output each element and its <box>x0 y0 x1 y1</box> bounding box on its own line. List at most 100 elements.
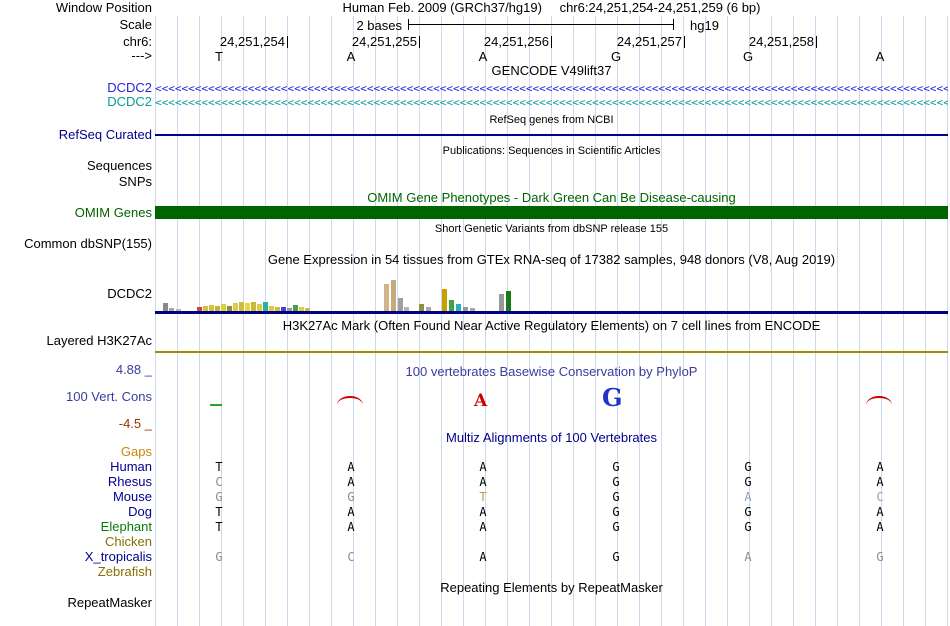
gencode-transcript-2[interactable]: <<<<<<<<<<<<<<<<<<<<<<<<<<<<<<<<<<<<<<<<… <box>155 96 948 109</box>
gtex-bar <box>287 308 292 311</box>
alignment-base: C <box>347 550 355 564</box>
common-dbsnp-label[interactable]: Common dbSNP(155) <box>24 236 152 251</box>
gtex-gene-label[interactable]: DCDC2 <box>107 286 152 301</box>
conservation-track-label[interactable]: 100 Vert. Cons <box>66 389 152 404</box>
phylop-track-title: 100 vertebrates Basewise Conservation by… <box>405 364 698 379</box>
gtex-bar <box>275 307 280 311</box>
gtex-bar <box>449 300 454 311</box>
window-position-header: Human Feb. 2009 (GRCh37/hg19) chr6:24,25… <box>155 1 948 15</box>
repeatmasker-label[interactable]: RepeatMasker <box>67 595 152 610</box>
gencode-track-title: GENCODE V49lift37 <box>491 63 612 78</box>
gtex-track-title: Gene Expression in 54 tissues from GTEx … <box>267 252 836 267</box>
species-label-dog[interactable]: Dog <box>128 504 152 519</box>
strand-arrow-label: ---> <box>131 48 152 63</box>
gencode-gene-label-2[interactable]: DCDC2 <box>107 94 152 109</box>
ruler-base: G <box>742 49 754 64</box>
ruler-base: T <box>215 49 223 64</box>
gtex-bar <box>197 307 202 311</box>
conservation-max-label: 4.88 _ <box>115 362 152 377</box>
species-label-chicken[interactable]: Chicken <box>105 534 152 549</box>
gtex-bar <box>263 302 268 311</box>
alignment-base: A <box>479 475 487 489</box>
gtex-bar <box>245 303 250 311</box>
h3k27ac-track-title: H3K27Ac Mark (Often Found Near Active Re… <box>282 318 821 333</box>
gencode-transcript-1[interactable]: <<<<<<<<<<<<<<<<<<<<<<<<<<<<<<<<<<<<<<<<… <box>155 82 948 95</box>
gtex-bar <box>398 298 403 311</box>
alignment-base: A <box>479 505 487 519</box>
species-label-x_tropicalis[interactable]: X_tropicalis <box>84 549 152 564</box>
alignment-base: C <box>876 490 884 504</box>
coordinate-tick <box>419 36 420 48</box>
gencode-gene-label-1[interactable]: DCDC2 <box>107 80 152 95</box>
gtex-bar <box>239 302 244 311</box>
sequences-label[interactable]: Sequences <box>86 158 152 173</box>
alignment-base: T <box>215 505 223 519</box>
position-label: chr6:24,251,254-24,251,259 (6 bp) <box>559 0 761 15</box>
species-label-gaps[interactable]: Gaps <box>120 444 152 459</box>
multiz-track-title: Multiz Alignments of 100 Vertebrates <box>445 430 657 445</box>
alignment-base: A <box>744 490 752 504</box>
snps-label[interactable]: SNPs <box>118 174 152 189</box>
alignment-base: G <box>612 505 620 519</box>
species-label-elephant[interactable]: Elephant <box>100 519 152 534</box>
species-label-mouse[interactable]: Mouse <box>112 489 152 504</box>
repeatmasker-track-title: Repeating Elements by RepeatMasker <box>440 580 663 595</box>
species-label-zebrafish[interactable]: Zebrafish <box>97 564 152 579</box>
conservation-letter: A <box>474 391 488 411</box>
gtex-bar <box>384 284 389 311</box>
ruler-base: A <box>346 49 356 64</box>
gtex-bar <box>293 305 298 311</box>
refseq-curated-label[interactable]: RefSeq Curated <box>58 127 152 142</box>
gtex-bar <box>281 307 286 311</box>
gtex-bar <box>299 307 304 311</box>
alignment-base: A <box>347 520 355 534</box>
alignment-base: A <box>479 460 487 474</box>
species-label-rhesus[interactable]: Rhesus <box>107 474 152 489</box>
omim-genes-label[interactable]: OMIM Genes <box>74 205 152 220</box>
alignment-base: G <box>612 490 620 504</box>
publications-track-title: Publications: Sequences in Scientific Ar… <box>442 145 661 157</box>
gtex-bar <box>456 304 461 311</box>
alignment-base: G <box>612 520 620 534</box>
alignment-base: A <box>347 475 355 489</box>
h3k27ac-signal-line[interactable] <box>155 351 948 353</box>
alignment-base: A <box>744 550 752 564</box>
coordinate-tick <box>287 36 288 48</box>
conservation-letter: G <box>602 383 623 412</box>
alignment-base: G <box>744 460 752 474</box>
gtex-bar <box>215 306 220 311</box>
scale-bar-line <box>409 24 673 25</box>
gtex-baseline <box>155 311 948 314</box>
refseq-gene-line[interactable] <box>155 134 948 136</box>
alignment-base: G <box>744 475 752 489</box>
alignment-base: G <box>612 475 620 489</box>
coordinate-tick <box>684 36 685 48</box>
coordinate-label: 24,251,257 <box>616 34 682 49</box>
omim-gene-bar[interactable] <box>155 206 948 219</box>
gtex-bar <box>203 306 208 311</box>
conservation-arc <box>337 396 363 405</box>
layered-h3k27ac-label[interactable]: Layered H3K27Ac <box>46 333 152 348</box>
alignment-base: A <box>876 460 884 474</box>
gtex-bar <box>506 291 511 311</box>
omim-track-title: OMIM Gene Phenotypes - Dark Green Can Be… <box>367 190 736 205</box>
gtex-bar <box>209 305 214 311</box>
alignment-base: A <box>347 505 355 519</box>
species-label-human[interactable]: Human <box>110 459 152 474</box>
gtex-bar <box>176 309 181 311</box>
coordinate-tick <box>551 36 552 48</box>
alignment-base: G <box>347 490 355 504</box>
alignment-base: A <box>876 505 884 519</box>
scale-bar <box>408 19 674 30</box>
gtex-bar <box>227 306 232 311</box>
alignment-base: C <box>215 475 223 489</box>
alignment-base: T <box>215 460 223 474</box>
coordinate-label: 24,251,256 <box>483 34 549 49</box>
gtex-chart[interactable] <box>155 269 948 314</box>
gtex-bar <box>169 308 174 311</box>
gtex-bar <box>442 289 447 311</box>
conservation-dash <box>210 404 222 406</box>
alignment-base: G <box>612 460 620 474</box>
scale-gutter-label: Scale <box>119 17 152 32</box>
